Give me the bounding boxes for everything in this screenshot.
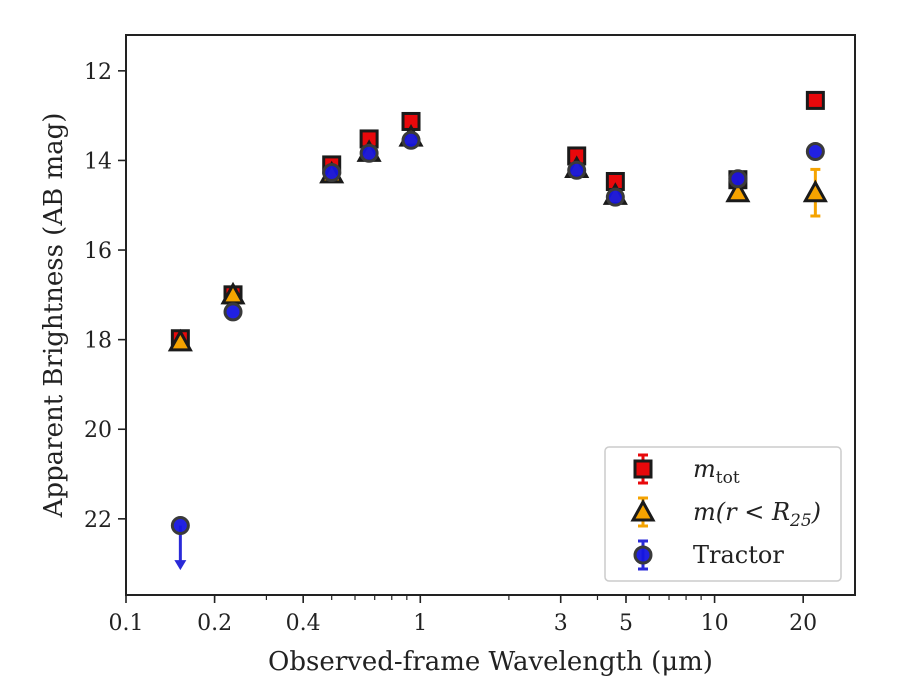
data-point-circle xyxy=(170,516,190,536)
data-point-circle xyxy=(359,143,379,163)
x-axis: 0.1 0.2 0.4 1 3 5 10 20 xyxy=(109,595,817,636)
y-tick-label: 20 xyxy=(84,418,112,443)
y-tick-label: 12 xyxy=(84,60,112,85)
upper-limit-arrow-head xyxy=(174,560,187,571)
legend-label: m(r < R25) xyxy=(693,498,821,531)
y-tick-label: 14 xyxy=(84,149,112,174)
legend-marker-square xyxy=(633,459,653,479)
legend-label: mtot xyxy=(693,455,740,488)
plot-frame xyxy=(125,34,856,596)
legend: mtot m(r < R25) Tractor xyxy=(604,446,842,582)
legend-label-main: Tractor xyxy=(693,541,784,569)
series-1 xyxy=(167,124,828,352)
legend-label-main: m xyxy=(693,455,716,483)
y-tick-label: 18 xyxy=(84,329,112,354)
data-point-circle xyxy=(401,130,421,150)
data-point-triangle xyxy=(725,179,751,203)
data-point-circle xyxy=(728,169,748,189)
series-2 xyxy=(170,130,825,571)
series-0 xyxy=(170,90,825,349)
x-tick-label: 5 xyxy=(619,611,633,636)
x-tick-label: 0.1 xyxy=(109,611,144,636)
x-tick-label: 10 xyxy=(701,611,729,636)
legend-label-sub: 25 xyxy=(789,511,812,531)
legend-box xyxy=(604,446,842,582)
data-point-square xyxy=(805,90,825,110)
x-axis-label: Observed-frame Wavelength (μm) xyxy=(268,647,713,677)
legend-label-main: m(r < R xyxy=(693,498,790,526)
data-point-triangle xyxy=(802,179,828,203)
legend-label: Tractor xyxy=(693,541,784,569)
data-point-circle xyxy=(605,187,625,207)
y-tick-label: 22 xyxy=(84,508,112,533)
legend-label-tail: ) xyxy=(811,498,821,526)
x-tick-label: 0.4 xyxy=(286,611,321,636)
data-point-circle xyxy=(322,163,342,183)
legend-marker-circle xyxy=(633,545,653,565)
y-axis-label: Apparent Brightness (AB mag) xyxy=(39,113,69,519)
x-tick-label: 3 xyxy=(554,611,568,636)
x-tick-label: 20 xyxy=(789,611,817,636)
plot-area xyxy=(125,34,856,596)
data-point-circle xyxy=(223,302,243,322)
series-layer xyxy=(167,90,828,571)
y-axis: 12 14 16 18 20 22 xyxy=(84,60,126,533)
data-point-circle xyxy=(567,160,587,180)
y-tick-label: 16 xyxy=(84,239,112,264)
x-tick-label: 0.2 xyxy=(197,611,232,636)
x-tick-label: 1 xyxy=(413,611,427,636)
data-point-triangle xyxy=(167,328,193,352)
data-point-circle xyxy=(805,141,825,161)
legend-label-sub: tot xyxy=(716,468,740,488)
legend-marker-triangle xyxy=(630,498,656,522)
